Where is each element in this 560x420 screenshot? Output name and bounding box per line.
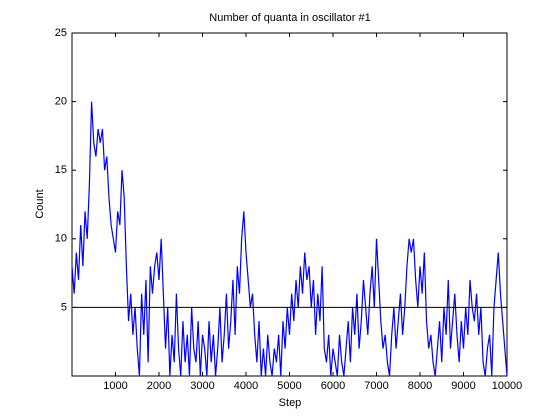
x-tick-label: 5000 xyxy=(277,380,301,392)
y-tick-label: 15 xyxy=(55,164,67,176)
x-tick-label: 10000 xyxy=(492,380,523,392)
y-tick-label: 20 xyxy=(55,96,67,108)
x-tick-label: 6000 xyxy=(321,380,345,392)
y-tick-label: 25 xyxy=(55,27,67,39)
x-tick-label: 3000 xyxy=(190,380,214,392)
data-line xyxy=(71,101,508,377)
x-tick-label: 8000 xyxy=(408,380,432,392)
x-tick-label: 9000 xyxy=(451,380,475,392)
y-axis-label: Count xyxy=(34,189,46,218)
y-tick-label: 10 xyxy=(55,233,67,245)
x-tick-label: 7000 xyxy=(364,380,388,392)
chart-title: Number of quanta in oscillator #1 xyxy=(209,12,370,24)
x-tick-label: 4000 xyxy=(234,380,258,392)
x-tick-label: 2000 xyxy=(147,380,171,392)
y-tick-label: 5 xyxy=(61,301,67,313)
x-tick-label: 1000 xyxy=(103,380,127,392)
x-axis-label: Step xyxy=(279,397,302,409)
